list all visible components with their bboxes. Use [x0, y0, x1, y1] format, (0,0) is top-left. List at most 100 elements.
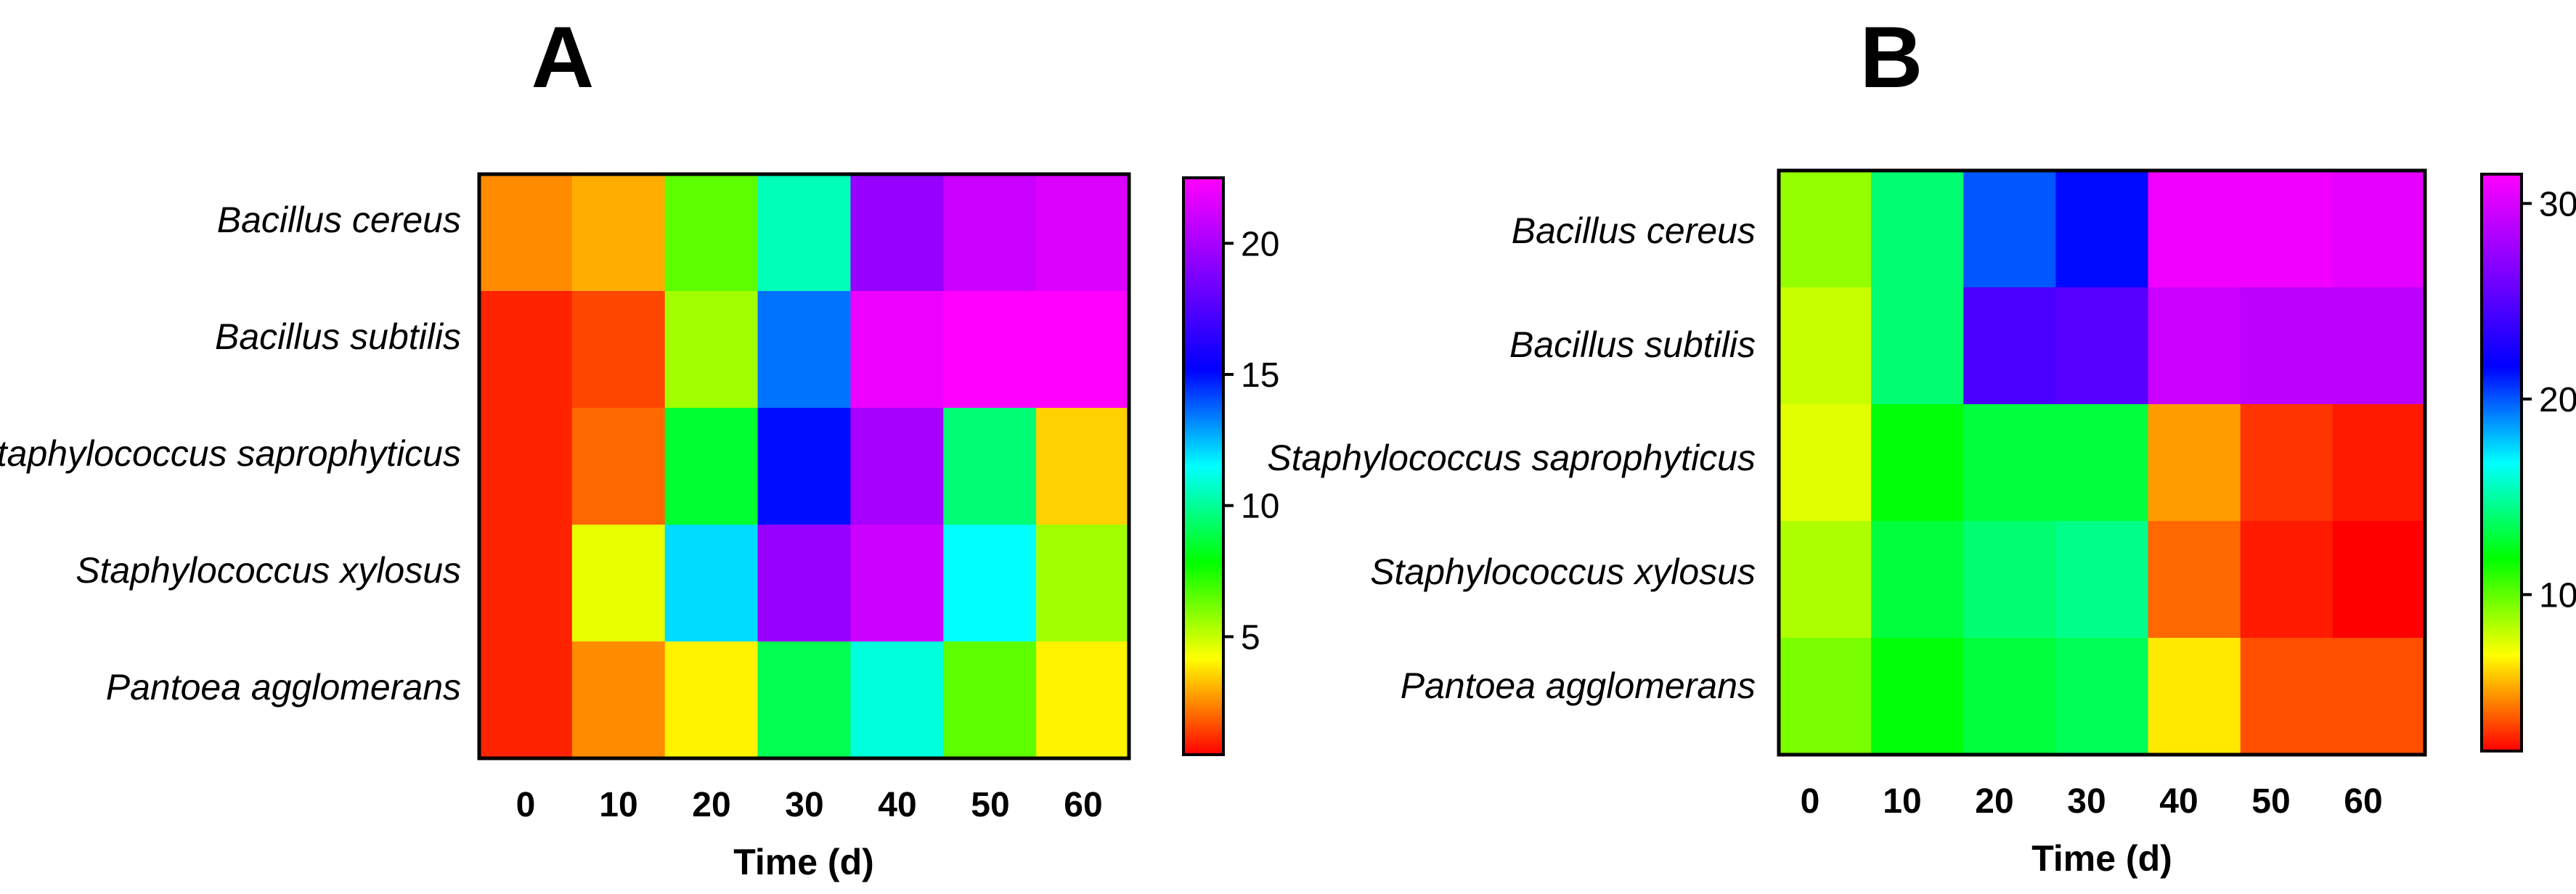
row-labels-a: Bacillus cereus Bacillus subtilis Staphy…	[0, 200, 461, 708]
heatmap-cell	[479, 641, 573, 759]
heatmap-cell	[479, 525, 573, 642]
heatmap-cell	[2240, 404, 2334, 522]
heatmap-cell	[1963, 404, 2057, 522]
heatmap-cell	[571, 408, 666, 525]
heatmap-cell	[1036, 174, 1130, 292]
heatmap-cell	[850, 174, 944, 292]
colorbar-gradient-a	[1182, 176, 1225, 756]
heatmap-cell	[571, 291, 666, 409]
panel-letter-b: B	[1860, 9, 1923, 106]
heatmap-cell	[943, 408, 1037, 525]
row-label: Staphylococcus xylosus	[1370, 551, 1756, 592]
heatmap-cell	[2055, 287, 2149, 405]
heatmap-cell	[1963, 171, 2057, 288]
panel-b: B Bacillus cereus Bacillus subtilis Stap…	[1267, 9, 2576, 879]
x-axis-title-b: Time (d)	[2031, 838, 2172, 879]
heatmap-cell	[943, 641, 1037, 759]
heatmap-cell	[757, 291, 852, 409]
col-label: 20	[1975, 782, 2013, 821]
heatmap-cells-a	[479, 174, 1130, 759]
heatmap-cell	[2148, 404, 2241, 522]
col-labels-b: 0 10 20 30 40 50 60	[1801, 782, 2383, 821]
heatmap-cell	[1779, 287, 1872, 405]
heatmap-cell	[2148, 638, 2241, 755]
heatmap-cells-b	[1779, 171, 2426, 755]
heatmap-cell	[2332, 171, 2426, 288]
heatmap-cell	[757, 525, 852, 642]
col-label: 10	[1883, 782, 1921, 821]
col-label: 0	[516, 786, 536, 824]
colorbar-tick-label: 10	[1241, 488, 1279, 526]
row-label: Staphylococcus saprophyticus	[0, 433, 461, 474]
heatmap-cell	[2055, 171, 2149, 288]
heatmap-cell	[1036, 525, 1130, 642]
row-label: Staphylococcus saprophyticus	[1267, 438, 1756, 478]
heatmap-cell	[1963, 287, 2057, 405]
col-labels-a: 0 10 20 30 40 50 60	[516, 786, 1103, 824]
heatmap-cell	[2332, 521, 2426, 639]
colorbar-ticks-b: 10 20 30	[2522, 185, 2576, 615]
heatmap-cell	[1779, 638, 1872, 755]
col-label: 10	[599, 786, 637, 824]
row-label: Pantoea agglomerans	[106, 667, 461, 708]
heatmap-cell	[1036, 641, 1130, 759]
heatmap-cell	[757, 641, 852, 759]
heatmap-cell	[2332, 287, 2426, 405]
colorbar-ticks-a: 5 10 15 20	[1223, 225, 1279, 657]
colorbar-tick-label: 15	[1241, 356, 1279, 395]
col-label: 0	[1801, 782, 1820, 821]
heatmap-cell	[2148, 171, 2241, 288]
heatmap-frame-b	[1777, 168, 2427, 757]
colorbar-tick-label: 20	[1241, 225, 1279, 263]
colorbar-gradient-b	[2480, 173, 2523, 752]
heatmap-cell	[1871, 638, 1964, 755]
x-axis-title-a: Time (d)	[733, 842, 874, 882]
heatmap-cell	[2148, 287, 2241, 405]
heatmap-frame-a	[477, 172, 1131, 760]
heatmap-cell	[479, 174, 573, 292]
heatmap-cell	[1871, 287, 1964, 405]
row-label: Bacillus subtilis	[1509, 324, 1756, 365]
heatmap-cell	[2055, 404, 2149, 522]
col-label: 40	[2159, 782, 2198, 821]
col-label: 50	[2251, 782, 2290, 821]
panel-a: A Bacillus cereus Bacillus subtilis Stap…	[0, 9, 1279, 882]
panel-letter-a: A	[531, 9, 595, 106]
heatmap-cell	[664, 174, 759, 292]
heatmap-cell	[2148, 521, 2241, 639]
heatmap-cell	[1036, 291, 1130, 409]
row-labels-b: Bacillus cereus Bacillus subtilis Staphy…	[1267, 210, 1756, 706]
heatmap-cell	[664, 291, 759, 409]
row-label: Bacillus cereus	[1512, 210, 1756, 251]
heatmap-cell	[757, 174, 852, 292]
heatmap-cell	[1871, 521, 1964, 639]
colorbar-tick-label: 5	[1241, 618, 1260, 657]
heatmap-cell	[479, 291, 573, 409]
col-label: 20	[692, 786, 730, 824]
colorbar-tick-label: 10	[2539, 576, 2576, 615]
heatmap-cell	[571, 174, 666, 292]
heatmap-cell	[850, 641, 944, 759]
heatmap-cell	[1036, 408, 1130, 525]
heatmap-cell	[2055, 638, 2149, 755]
heatmap-cell	[1963, 521, 2057, 639]
heatmap-cell	[2240, 638, 2334, 755]
row-label: Bacillus cereus	[217, 200, 461, 240]
heatmap-cell	[2055, 521, 2149, 639]
heatmap-cell	[943, 525, 1037, 642]
heatmap-cell	[664, 408, 759, 525]
heatmap-cell	[571, 525, 666, 642]
col-label: 30	[785, 786, 823, 824]
heatmap-cell	[664, 525, 759, 642]
heatmap-cell	[2332, 638, 2426, 755]
colorbar-tick-label: 20	[2539, 381, 2576, 419]
heatmap-cell	[571, 641, 666, 759]
col-label: 40	[878, 786, 916, 824]
heatmap-cell	[2240, 171, 2334, 288]
colorbar-b: 10 20 30	[2480, 173, 2576, 752]
heatmap-cell	[1871, 404, 1964, 522]
heatmap-cell	[850, 291, 944, 409]
heatmap-cell	[2332, 404, 2426, 522]
row-label: Staphylococcus xylosus	[76, 550, 461, 591]
